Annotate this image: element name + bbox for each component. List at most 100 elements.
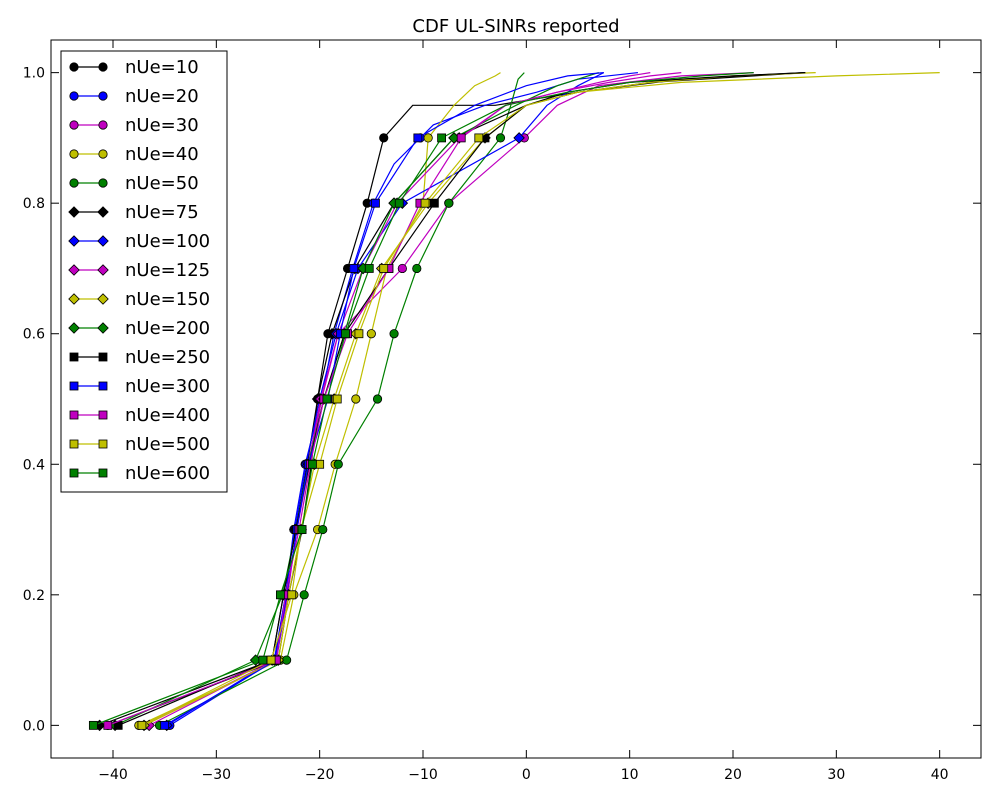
legend-marker bbox=[69, 91, 79, 101]
legend-marker bbox=[97, 293, 109, 305]
legend-label: nUe=300 bbox=[125, 376, 210, 397]
legend-entry: nUe=400 bbox=[69, 405, 210, 426]
legend-marker bbox=[98, 149, 108, 159]
y-tick-label: 0.4 bbox=[23, 457, 45, 473]
legend-label: nUe=250 bbox=[125, 347, 210, 368]
legend-label: nUe=100 bbox=[125, 231, 210, 252]
data-point bbox=[349, 264, 359, 273]
legend-marker bbox=[69, 352, 79, 362]
legend-label: nUe=400 bbox=[125, 405, 210, 426]
series-line bbox=[138, 72, 501, 726]
legend-label: nUe=125 bbox=[125, 260, 210, 281]
data-point bbox=[423, 133, 433, 143]
legend-entry: nUe=250 bbox=[69, 347, 210, 368]
legend-entry: nUe=10 bbox=[69, 57, 199, 78]
legend-entry: nUe=30 bbox=[69, 115, 199, 136]
series-nue-600 bbox=[88, 72, 754, 730]
legend-label: nUe=20 bbox=[125, 86, 199, 107]
legend-entry: nUe=75 bbox=[68, 202, 199, 223]
legend-entry: nUe=125 bbox=[68, 260, 210, 281]
legend-entry: nUe=20 bbox=[69, 86, 199, 107]
legend-marker bbox=[68, 264, 80, 276]
data-point bbox=[456, 133, 466, 143]
legend-marker bbox=[69, 439, 79, 449]
series-layer bbox=[88, 72, 940, 732]
data-point bbox=[103, 720, 113, 730]
legend-label: nUe=10 bbox=[125, 57, 199, 78]
legend-marker bbox=[98, 91, 108, 101]
legend-entry: nUe=150 bbox=[68, 289, 210, 310]
data-point bbox=[332, 394, 342, 404]
data-point bbox=[474, 133, 484, 143]
data-point bbox=[372, 394, 383, 404]
data-point bbox=[351, 394, 361, 404]
legend-marker bbox=[68, 206, 80, 218]
x-tick-label: −40 bbox=[98, 767, 128, 783]
y-tick-label: 0.0 bbox=[23, 718, 45, 734]
data-point bbox=[275, 590, 285, 600]
data-point bbox=[322, 394, 332, 404]
legend-marker bbox=[98, 468, 108, 478]
legend-marker bbox=[69, 149, 79, 159]
data-point bbox=[379, 133, 389, 143]
legend-label: nUe=200 bbox=[125, 318, 210, 339]
data-point bbox=[389, 329, 399, 339]
data-point bbox=[420, 198, 430, 208]
data-point bbox=[495, 133, 506, 143]
legend-entry: nUe=200 bbox=[68, 318, 210, 339]
legend-marker bbox=[98, 178, 108, 188]
data-point bbox=[444, 198, 454, 208]
y-tick-label: 0.6 bbox=[23, 327, 45, 343]
legend-label: nUe=40 bbox=[125, 144, 199, 165]
data-point bbox=[137, 720, 147, 730]
plot-frame bbox=[50, 39, 982, 759]
data-point bbox=[366, 329, 376, 339]
legend-entry: nUe=100 bbox=[68, 231, 210, 252]
legend-marker bbox=[98, 352, 108, 362]
legend-marker bbox=[98, 439, 108, 449]
legend-label: nUe=500 bbox=[125, 434, 210, 455]
data-point bbox=[297, 525, 307, 534]
data-point bbox=[308, 459, 317, 469]
legend-label: nUe=30 bbox=[125, 115, 199, 136]
x-tick-label: 40 bbox=[931, 767, 949, 783]
legend-marker bbox=[69, 410, 79, 420]
y-tick-label: 0.8 bbox=[23, 196, 45, 212]
legend-marker bbox=[68, 322, 80, 334]
legend-marker bbox=[69, 120, 79, 130]
data-point bbox=[513, 132, 525, 144]
data-point bbox=[88, 720, 98, 730]
x-tick-label: −30 bbox=[202, 767, 232, 783]
data-point bbox=[397, 263, 407, 274]
legend-label: nUe=600 bbox=[125, 463, 210, 484]
data-point bbox=[412, 263, 422, 274]
x-tick-label: 10 bbox=[621, 767, 639, 783]
data-point bbox=[318, 524, 328, 535]
legend-marker bbox=[68, 293, 80, 305]
data-point bbox=[413, 133, 423, 143]
data-point bbox=[364, 264, 374, 273]
data-point bbox=[287, 590, 297, 600]
legend-label: nUe=150 bbox=[125, 289, 210, 310]
data-point bbox=[258, 655, 268, 665]
data-point bbox=[371, 198, 380, 208]
legend-entry: nUe=500 bbox=[69, 434, 210, 455]
legend-marker bbox=[69, 178, 79, 188]
chart-title: CDF UL-SINRs reported bbox=[412, 16, 619, 37]
legend-entry: nUe=300 bbox=[69, 376, 210, 397]
legend-marker bbox=[98, 410, 108, 420]
legend-marker bbox=[69, 381, 79, 391]
x-tick-label: 0 bbox=[522, 767, 531, 783]
legend-entry: nUe=50 bbox=[69, 173, 199, 194]
data-point bbox=[333, 459, 343, 469]
y-tick-label: 0.2 bbox=[23, 588, 45, 604]
data-point bbox=[299, 590, 309, 600]
legend-marker bbox=[98, 381, 108, 391]
legend-marker bbox=[97, 235, 109, 247]
legend-marker bbox=[97, 206, 109, 218]
legend-marker bbox=[69, 62, 79, 72]
x-tick-label: 30 bbox=[827, 767, 845, 783]
data-point bbox=[266, 655, 276, 665]
data-point bbox=[315, 459, 325, 469]
